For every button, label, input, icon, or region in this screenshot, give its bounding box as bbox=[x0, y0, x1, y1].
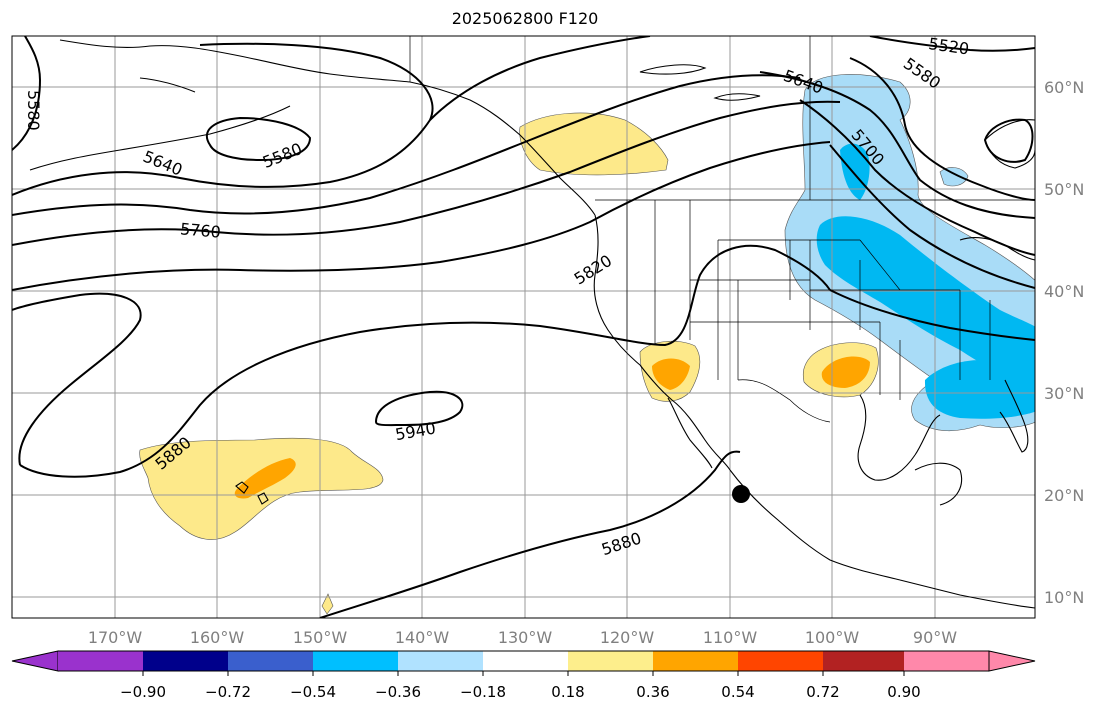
colorbar-extend-high bbox=[988, 650, 1036, 672]
contour-5640-canada bbox=[759, 71, 1035, 219]
contour-label: 5580 bbox=[260, 139, 305, 172]
colorbar-tick-label: 0.18 bbox=[551, 683, 584, 701]
anomaly-pos-hawaii-core bbox=[234, 458, 296, 499]
lat-label: 10°N bbox=[1044, 588, 1084, 607]
contour-5700-canada bbox=[799, 99, 1035, 256]
lon-label: 130°W bbox=[498, 628, 553, 647]
storm-center-marker bbox=[732, 485, 750, 503]
colorbar-tick-label: −0.54 bbox=[290, 683, 336, 701]
height-contours bbox=[12, 36, 1035, 618]
colorbar-tick-label: 0.54 bbox=[721, 683, 754, 701]
lat-label: 60°N bbox=[1044, 78, 1084, 97]
lon-label: 90°W bbox=[913, 628, 957, 647]
colorbar-tick-label: −0.36 bbox=[375, 683, 421, 701]
contour-5940 bbox=[374, 390, 464, 427]
contour-5820 bbox=[12, 141, 831, 291]
lon-label: 110°W bbox=[703, 628, 758, 647]
colorbar-tick-label: 0.90 bbox=[887, 683, 920, 701]
lon-label: 150°W bbox=[293, 628, 348, 647]
coastlines bbox=[29, 39, 1035, 609]
lon-label: 170°W bbox=[88, 628, 143, 647]
latitude-labels: 60°N 50°N 40°N 30°N 20°N 10°N bbox=[1044, 78, 1084, 607]
political-borders bbox=[409, 36, 1035, 423]
contour-5520 bbox=[869, 36, 1035, 52]
anomaly-pos-texas-core bbox=[821, 356, 870, 388]
contour-5880-ridge bbox=[12, 292, 142, 466]
colorbar-segment bbox=[143, 651, 228, 671]
anomaly-neg-core-3 bbox=[924, 360, 1035, 419]
contour-5760-canada bbox=[829, 144, 1035, 289]
contour-label: 5820 bbox=[571, 251, 616, 289]
lon-label: 160°W bbox=[190, 628, 245, 647]
contour-label: 5640 bbox=[781, 66, 826, 98]
contour-label: 5580 bbox=[24, 90, 43, 131]
colorbar-segment bbox=[398, 651, 483, 671]
colorbar-segment bbox=[738, 651, 823, 671]
contour-5820-east bbox=[829, 289, 1035, 341]
anomaly-neg-quebec bbox=[939, 167, 969, 187]
colorbar-segment bbox=[58, 651, 143, 671]
anomaly-pos-socal-core bbox=[652, 358, 690, 390]
anomaly-neg-core-1 bbox=[840, 143, 870, 200]
lon-label: 100°W bbox=[805, 628, 860, 647]
colorbar-tick-label: −0.72 bbox=[205, 683, 251, 701]
contour-5580-west bbox=[12, 36, 42, 151]
contour-label: 5760 bbox=[179, 219, 221, 241]
colorbar-segment bbox=[653, 651, 738, 671]
colorbar: −0.90 −0.72 −0.54 −0.36 −0.18 0.18 0.36 … bbox=[11, 650, 1036, 701]
anomaly-neg-core-2 bbox=[816, 216, 1035, 389]
contour-label: 5520 bbox=[927, 34, 970, 58]
colorbar-tick-label: −0.90 bbox=[120, 683, 166, 701]
contour-5580-ne bbox=[849, 57, 1035, 201]
lat-label: 20°N bbox=[1044, 486, 1084, 505]
contour-5640-north bbox=[429, 36, 651, 121]
colorbar-tick-label: −0.18 bbox=[460, 683, 506, 701]
colorbar-segment bbox=[904, 651, 989, 671]
colorbar-tick-label: 0.36 bbox=[636, 683, 669, 701]
anomaly-pos-gulf-alaska bbox=[519, 112, 669, 176]
graticule bbox=[12, 36, 1035, 618]
contour-5760 bbox=[12, 100, 841, 246]
lat-label: 30°N bbox=[1044, 384, 1084, 403]
colorbar-segment bbox=[823, 651, 904, 671]
map-frame bbox=[11, 35, 1036, 619]
contour-5580-bering bbox=[205, 116, 312, 162]
colorbar-segment bbox=[313, 651, 398, 671]
colorbar-extend-low bbox=[11, 650, 59, 672]
contour-5640-hudson bbox=[983, 118, 1034, 163]
lon-label: 120°W bbox=[600, 628, 655, 647]
colorbar-segment bbox=[228, 651, 313, 671]
lat-label: 50°N bbox=[1044, 180, 1084, 199]
contour-5640 bbox=[12, 42, 434, 196]
map-title: 2025062800 F120 bbox=[451, 9, 599, 28]
colorbar-segment bbox=[483, 651, 568, 671]
anomaly-fill-layer bbox=[139, 74, 1035, 615]
contour-5700 bbox=[12, 74, 801, 216]
colorbar-tick-label: 0.72 bbox=[806, 683, 839, 701]
colorbar-segment bbox=[568, 651, 653, 671]
contour-label: 5940 bbox=[394, 418, 437, 444]
anomaly-pos-hawaii-south bbox=[321, 593, 334, 615]
lon-label: 140°W bbox=[395, 628, 450, 647]
longitude-labels: 170°W 160°W 150°W 140°W 130°W 120°W 110°… bbox=[88, 628, 957, 647]
contour-5880-main bbox=[19, 244, 831, 478]
contour-label: 5880 bbox=[599, 528, 644, 559]
contour-5880-south bbox=[319, 450, 741, 618]
lat-label: 40°N bbox=[1044, 282, 1084, 301]
